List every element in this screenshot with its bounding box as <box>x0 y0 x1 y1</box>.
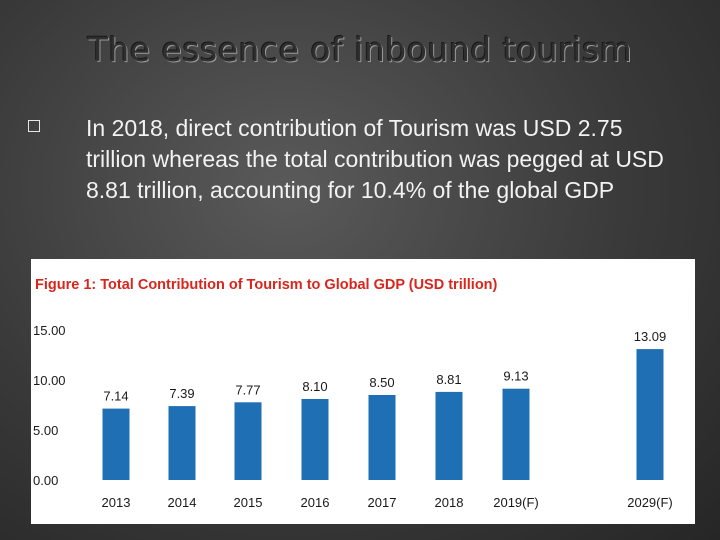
bullet-marker-icon <box>28 120 40 132</box>
x-tick-label: 2015 <box>234 495 263 510</box>
data-label: 7.14 <box>103 389 128 404</box>
y-tick-label: 0.00 <box>33 473 58 488</box>
chart-panel: Figure 1: Total Contribution of Tourism … <box>31 259 695 524</box>
bar <box>301 399 329 480</box>
x-tick-label: 2013 <box>102 495 131 510</box>
bar-chart: Figure 1: Total Contribution of Tourism … <box>33 277 673 510</box>
data-label: 8.81 <box>436 372 461 387</box>
y-tick-label: 10.00 <box>33 373 66 388</box>
x-tick-label: 2014 <box>168 495 197 510</box>
y-tick-label: 5.00 <box>33 423 58 438</box>
x-tick-label: 2029(F) <box>627 495 673 510</box>
bar <box>502 388 530 480</box>
bar <box>102 408 130 480</box>
data-label: 13.09 <box>634 329 667 344</box>
x-tick-label: 2018 <box>435 495 464 510</box>
bar <box>636 349 664 480</box>
data-label: 8.10 <box>302 379 327 394</box>
slide-title: The essence of inbound tourism <box>87 30 633 69</box>
bar <box>368 395 396 480</box>
bar <box>435 391 463 480</box>
bullet-text: In 2018, direct contribution of Tourism … <box>86 115 664 203</box>
y-tick-label: 15.00 <box>33 323 66 338</box>
bar <box>234 402 262 480</box>
data-label: 9.13 <box>503 369 528 384</box>
x-tick-label: 2019(F) <box>493 495 539 510</box>
x-tick-label: 2017 <box>368 495 397 510</box>
chart-title: Figure 1: Total Contribution of Tourism … <box>35 277 498 293</box>
data-label: 8.50 <box>369 375 394 390</box>
x-tick-label: 2016 <box>301 495 330 510</box>
data-label: 7.39 <box>169 386 194 401</box>
bar <box>168 406 196 480</box>
data-label: 7.77 <box>235 382 260 397</box>
